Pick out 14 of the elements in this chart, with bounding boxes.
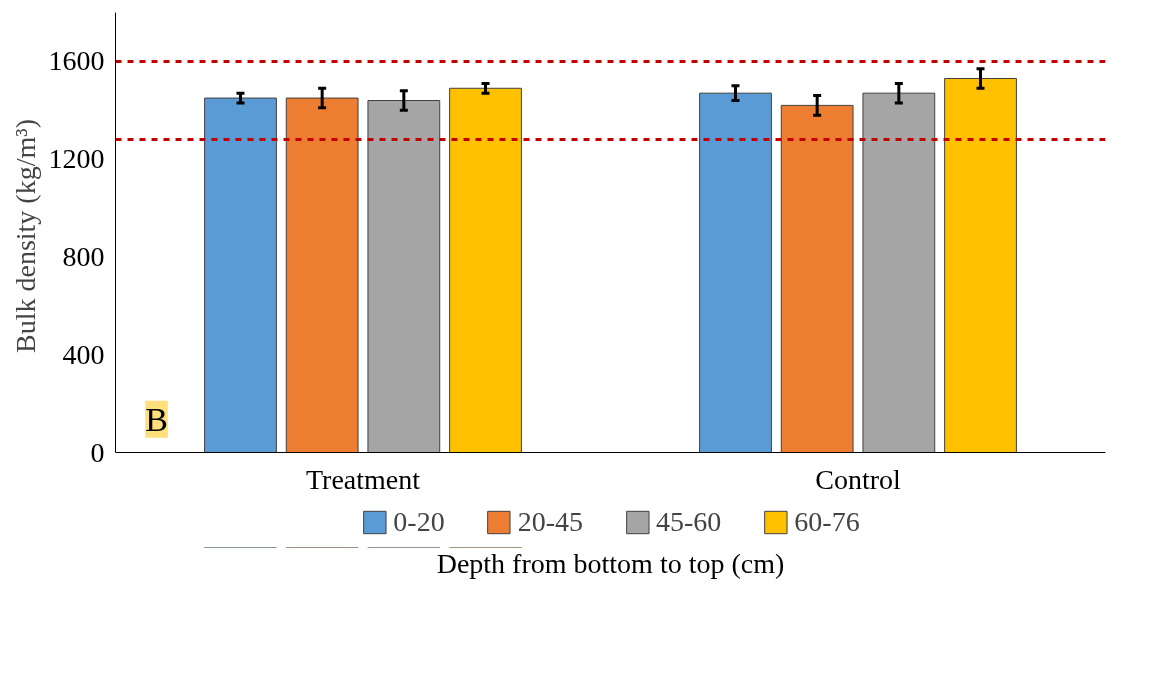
y-tick-label: 0 (90, 436, 105, 468)
x-tick-label: Treatment (305, 463, 421, 495)
y-axis-title: Bulk density (kg/m³) (9, 119, 41, 353)
y-tick-label: 1600 (48, 45, 105, 77)
x-axis-title: Depth from bottom to top (cm) (436, 547, 785, 579)
legend-label: 45-60 (656, 506, 722, 538)
legend-label: 60-76 (794, 506, 860, 538)
x-tick-label: Control (815, 463, 901, 495)
y-tick-label: 800 (62, 240, 105, 272)
legend-label: 0-20 (393, 506, 445, 538)
legend-label: 20-45 (517, 506, 583, 538)
y-tick-label: 1200 (48, 143, 105, 175)
y-tick-label: 400 (62, 338, 105, 370)
annotation: B (145, 400, 168, 438)
